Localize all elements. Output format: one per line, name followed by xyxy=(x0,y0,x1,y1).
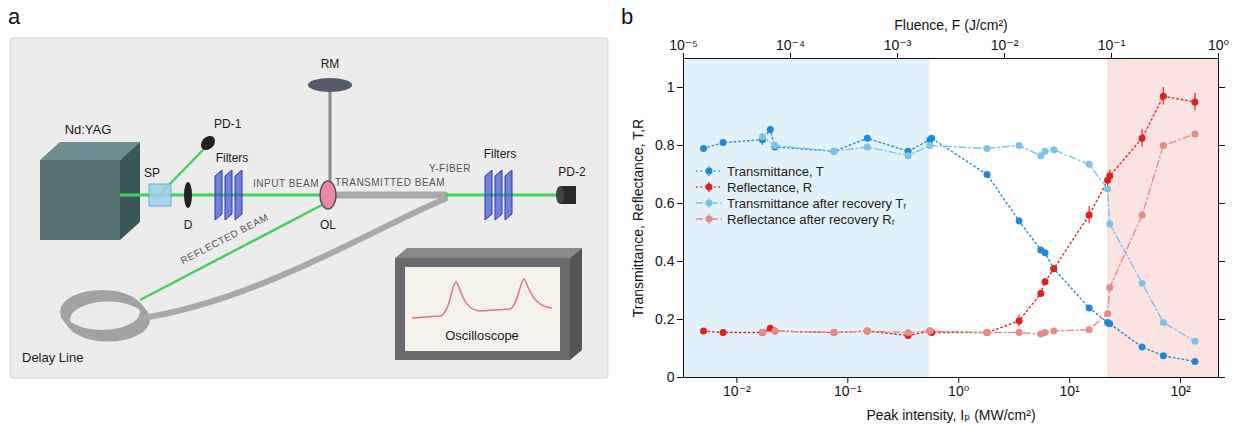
html-text:b: b xyxy=(621,4,634,29)
svg-text:REFLECTED BEAM: REFLECTED BEAM xyxy=(179,211,271,266)
svg-text:Fluence, F (J/cm²): Fluence, F (J/cm²) xyxy=(894,17,1008,33)
svg-text:10⁻¹: 10⁻¹ xyxy=(1098,37,1126,53)
html-text:Transmittance, T: Transmittance, T xyxy=(727,163,824,179)
svg-text:RM: RM xyxy=(321,57,340,71)
svg-text:10⁻⁴: 10⁻⁴ xyxy=(776,37,805,53)
html-text:Transmittance after recovery T: Transmittance after recovery Tᵣ xyxy=(727,195,907,211)
svg-text:10⁰: 10⁰ xyxy=(1208,37,1230,53)
svg-text:PD-1: PD-1 xyxy=(214,117,242,131)
svg-text:Y-FIBER: Y-FIBER xyxy=(429,163,471,174)
svg-text:10²: 10² xyxy=(1170,383,1191,399)
svg-text:OL: OL xyxy=(320,218,336,232)
svg-text:10⁻⁵: 10⁻⁵ xyxy=(669,37,698,53)
svg-text:0.4: 0.4 xyxy=(655,253,675,269)
svg-text:PD-2: PD-2 xyxy=(558,165,586,179)
svg-text:10¹: 10¹ xyxy=(1060,383,1081,399)
html-text:a: a xyxy=(8,4,21,29)
svg-text:Filters: Filters xyxy=(484,147,517,161)
svg-text:Delay Line: Delay Line xyxy=(22,350,83,365)
svg-text:0.6: 0.6 xyxy=(655,195,675,211)
svg-text:Oscilloscope: Oscilloscope xyxy=(445,328,519,343)
svg-text:Peak intensity, Iₚ (MW/cm²): Peak intensity, Iₚ (MW/cm²) xyxy=(866,407,1035,423)
svg-text:SP: SP xyxy=(144,166,160,180)
svg-text:D: D xyxy=(184,218,193,232)
html-text:Reflectance after recovery Rᵣ: Reflectance after recovery Rᵣ xyxy=(727,211,895,227)
svg-text:0: 0 xyxy=(667,369,675,385)
svg-text:10⁻²: 10⁻² xyxy=(991,37,1019,53)
svg-text:10⁻¹: 10⁻¹ xyxy=(834,383,862,399)
svg-text:0.8: 0.8 xyxy=(655,137,675,153)
svg-text:10⁻³: 10⁻³ xyxy=(884,37,912,53)
svg-text:TRANSMITTED BEAM: TRANSMITTED BEAM xyxy=(335,177,445,188)
svg-text:INPUT BEAM: INPUT BEAM xyxy=(253,178,319,189)
svg-text:Transmittance, Reflectance, T,: Transmittance, Reflectance, T,R xyxy=(630,119,646,317)
html-text:Reflectance, R: Reflectance, R xyxy=(727,179,813,195)
svg-text:0.2: 0.2 xyxy=(655,311,675,327)
svg-text:Filters: Filters xyxy=(216,151,249,165)
svg-text:10⁰: 10⁰ xyxy=(948,383,970,399)
svg-text:10⁻²: 10⁻² xyxy=(723,383,751,399)
svg-text:1: 1 xyxy=(667,79,675,95)
svg-text:Nd:YAG: Nd:YAG xyxy=(65,122,112,137)
